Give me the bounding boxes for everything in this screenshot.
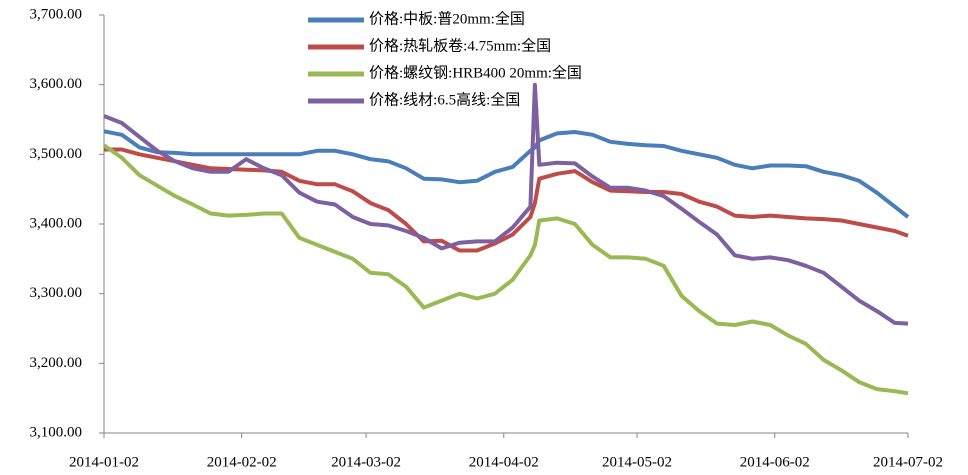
series-line [103, 129, 910, 219]
legend-label: 价格:线材:6.5高线:全国 [369, 90, 520, 108]
legend-label: 价格:中板:普20mm:全国 [369, 9, 525, 27]
x-tick-label: 2014-02-02 [207, 454, 277, 470]
y-tick-label: 3,400.00 [30, 215, 83, 231]
series-line [103, 82, 909, 326]
legend-label: 价格:螺纹钢:HRB400 20mm:全国 [369, 63, 582, 81]
x-tick-label: 2014-01-02 [69, 454, 139, 470]
y-tick-label: 3,500.00 [30, 146, 83, 162]
x-tick-label: 2014-05-02 [602, 454, 672, 470]
y-tick-label: 3,300.00 [30, 285, 83, 301]
y-tick-label: 3,100.00 [30, 424, 83, 440]
series-line [102, 143, 909, 396]
y-tick-label: 3,200.00 [30, 355, 83, 371]
y-tick-label: 3,700.00 [30, 6, 83, 22]
x-tick-label: 2014-04-02 [469, 454, 539, 470]
legend-label: 价格:热轧板卷:4.75mm:全国 [369, 36, 551, 54]
x-tick-label: 2014-03-02 [331, 454, 401, 470]
x-tick-label: 2014-07-02 [873, 454, 943, 470]
series-line [104, 147, 909, 253]
x-tick-label: 2014-06-02 [740, 454, 810, 470]
y-tick-label: 3,600.00 [30, 76, 83, 92]
